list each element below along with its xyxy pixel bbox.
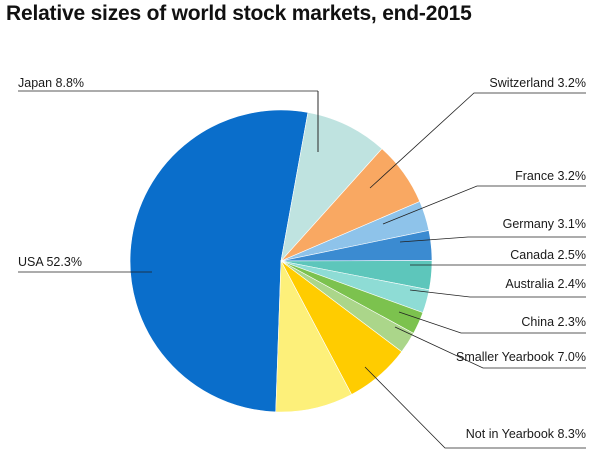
- slice-label-germany: Germany 3.1%: [503, 217, 586, 231]
- slice-label-japan: Japan 8.8%: [18, 76, 84, 90]
- slice-label-not-in-yearbook: Not in Yearbook 8.3%: [466, 427, 586, 441]
- chart-title: Relative sizes of world stock markets, e…: [6, 2, 472, 25]
- slice-label-smaller-yearbook: Smaller Yearbook 7.0%: [456, 350, 586, 364]
- slice-label-australia: Australia 2.4%: [505, 277, 586, 291]
- slice-labels: USA 52.3% Japan 8.8% Switzerland 3.2% Franc…: [18, 76, 586, 441]
- slice-label-usa: USA 52.3%: [18, 255, 82, 269]
- slice-label-canada: Canada 2.5%: [510, 248, 586, 262]
- slice-label-switzerland: Switzerland 3.2%: [489, 76, 586, 90]
- leader-line-not-in-yearbook: [364, 366, 586, 449]
- pie-slice-usa: [129, 109, 309, 413]
- slice-label-france: France 3.2%: [515, 169, 586, 183]
- leader-line-smaller-yearbook: [394, 326, 586, 369]
- pie-slice-japan: [280, 112, 383, 262]
- leader-line-germany: [399, 236, 586, 243]
- leader-line-switzerland: [369, 92, 586, 189]
- pie-slices: [129, 109, 433, 413]
- slice-label-china: China 2.3%: [521, 315, 586, 329]
- leader-line-france: [382, 185, 586, 225]
- pie-slice-not-in-yearbook: [275, 259, 353, 413]
- leader-line-china: [398, 311, 586, 334]
- leader-lines: [18, 90, 586, 449]
- leader-line-australia: [409, 289, 586, 298]
